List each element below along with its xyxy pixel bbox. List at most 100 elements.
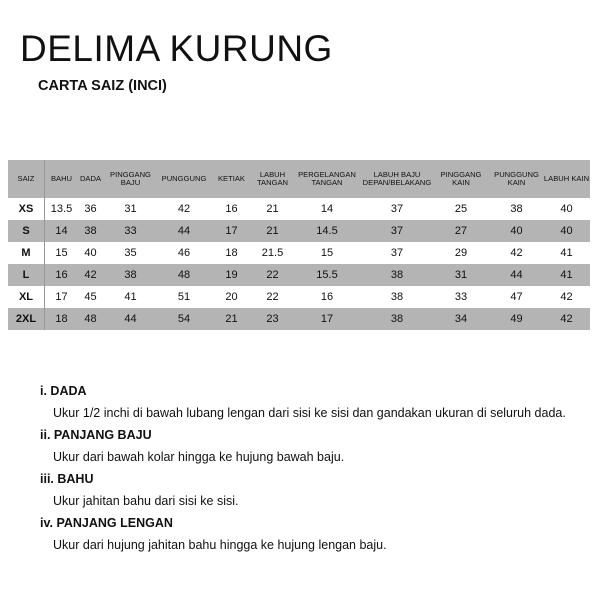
- size-label: XS: [8, 198, 45, 220]
- table-cell: 16: [320, 291, 334, 303]
- table-cell: 38: [390, 313, 404, 325]
- size-label: 2XL: [8, 308, 45, 330]
- table-cell: 18: [225, 247, 238, 259]
- table-cell: 41: [560, 269, 573, 281]
- table-cell: 31: [124, 203, 137, 215]
- table-cell: 44: [510, 269, 523, 281]
- column-header: DADA: [79, 174, 102, 183]
- table-cell: 37: [390, 225, 404, 237]
- table-cell: 17: [55, 291, 68, 303]
- note-text: Ukur 1/2 inchi di bawah lubang lengan da…: [53, 406, 566, 420]
- table-cell: 42: [177, 203, 191, 215]
- page-title: DELIMA KURUNG: [20, 28, 333, 69]
- note-title: iv. PANJANG LENGAN: [40, 516, 173, 530]
- table-cell: 51: [177, 291, 191, 303]
- table-cell: 19: [225, 269, 238, 281]
- column-header: PINGGANG BAJU: [110, 170, 151, 187]
- table-cell: 38: [124, 269, 137, 281]
- column-header: PINGGANG KAIN: [440, 170, 482, 187]
- table-cell: 23: [266, 313, 279, 325]
- table-cell: 21: [266, 203, 279, 215]
- table-cell: 36: [84, 203, 97, 215]
- table-row: XL 17 45 41 51 20 22 16 38 33 47 42: [8, 286, 590, 308]
- note-text: Ukur dari bawah kolar hingga ke hujung b…: [53, 450, 345, 464]
- table-cell: 40: [84, 247, 97, 259]
- column-header: PUNGGUNG KAIN: [494, 170, 539, 187]
- table-cell: 29: [454, 247, 468, 259]
- table-cell: 42: [84, 269, 97, 281]
- table-cell: 33: [124, 225, 137, 237]
- table-cell: 42: [560, 291, 573, 303]
- size-label: S: [8, 220, 45, 242]
- table-cell: 31: [454, 269, 468, 281]
- column-header: LABUH BAJU DEPAN/BELAKANG: [362, 170, 432, 187]
- column-header: LABUH KAIN: [543, 174, 590, 183]
- table-cell: 41: [560, 247, 573, 259]
- table-cell: 40: [560, 225, 573, 237]
- table-cell: 35: [124, 247, 137, 259]
- table-cell: 14: [320, 203, 334, 215]
- table-cell: 15: [55, 247, 68, 259]
- column-header: PUNGGUNG: [161, 174, 207, 183]
- table-cell: 21.5: [261, 247, 284, 259]
- table-row: S 14 38 33 44 17 21 14.5 37 27 40 40: [8, 220, 590, 242]
- table-cell: 42: [560, 313, 573, 325]
- table-row: 2XL 18 48 44 54 21 23 17 38 34 49 42: [8, 308, 590, 330]
- table-cell: 14.5: [316, 225, 338, 237]
- size-label: L: [8, 264, 45, 286]
- table-cell: 44: [177, 225, 191, 237]
- table-cell: 40: [510, 225, 523, 237]
- table-cell: 20: [225, 291, 238, 303]
- table-cell: 37: [390, 247, 404, 259]
- table-row: L 16 42 38 48 19 22 15.5 38 31 44 41: [8, 264, 590, 286]
- column-header: LABUH TANGAN: [256, 170, 289, 187]
- table-cell: 18: [55, 313, 68, 325]
- table-cell: 22: [266, 269, 279, 281]
- measurement-notes: i. DADA Ukur 1/2 inchi di bawah lubang le…: [40, 380, 566, 556]
- table-cell: 16: [55, 269, 68, 281]
- table-cell: 17: [225, 225, 238, 237]
- note-title: i. DADA: [40, 384, 87, 398]
- table-cell: 47: [510, 291, 523, 303]
- table-cell: 25: [454, 203, 468, 215]
- table-cell: 38: [84, 225, 97, 237]
- table-cell: 21: [266, 225, 279, 237]
- table-cell: 14: [55, 225, 68, 237]
- table-cell: 15.5: [316, 269, 338, 281]
- column-header: SAIZ: [8, 160, 45, 198]
- column-header: KETIAK: [217, 174, 245, 183]
- size-label: M: [8, 242, 45, 264]
- note-text: Ukur dari hujung jahitan bahu hingga ke …: [53, 538, 387, 552]
- table-cell: 45: [84, 291, 97, 303]
- size-label: XL: [8, 286, 45, 308]
- size-chart-table: SAIZ BAHU DADA PINGGANG BAJU PUNGGUNG KETIAK L…: [8, 160, 590, 330]
- page-subtitle: CARTA SAIZ (INCI): [38, 78, 167, 94]
- table-cell: 15: [320, 247, 334, 259]
- column-header: BAHU: [50, 174, 73, 183]
- note-text: Ukur jahitan bahu dari sisi ke sisi.: [53, 494, 239, 508]
- table-cell: 46: [177, 247, 191, 259]
- table-cell: 49: [510, 313, 523, 325]
- note-title: ii. PANJANG BAJU: [40, 428, 152, 442]
- table-cell: 42: [510, 247, 523, 259]
- table-row: XS 13.5 36 31 42 16 21 14 37 25 38 40: [8, 198, 590, 220]
- table-cell: 48: [84, 313, 97, 325]
- table-cell: 17: [320, 313, 334, 325]
- table-cell: 40: [560, 203, 573, 215]
- table-header-row: SAIZ BAHU DADA PINGGANG BAJU PUNGGUNG KETIAK L…: [8, 160, 590, 198]
- table-cell: 13.5: [50, 203, 73, 215]
- table-cell: 22: [266, 291, 279, 303]
- table-cell: 38: [510, 203, 523, 215]
- table-cell: 41: [124, 291, 137, 303]
- table-cell: 27: [454, 225, 468, 237]
- table-cell: 38: [390, 269, 404, 281]
- table-row: M 15 40 35 46 18 21.5 15 37 29 42 41: [8, 242, 590, 264]
- column-header: PERGELANGAN TANGAN: [298, 170, 356, 187]
- table-cell: 34: [454, 313, 468, 325]
- table-cell: 48: [177, 269, 191, 281]
- table-cell: 54: [177, 313, 191, 325]
- table-cell: 37: [390, 203, 404, 215]
- table-cell: 44: [124, 313, 137, 325]
- table-cell: 33: [454, 291, 468, 303]
- table-cell: 16: [225, 203, 238, 215]
